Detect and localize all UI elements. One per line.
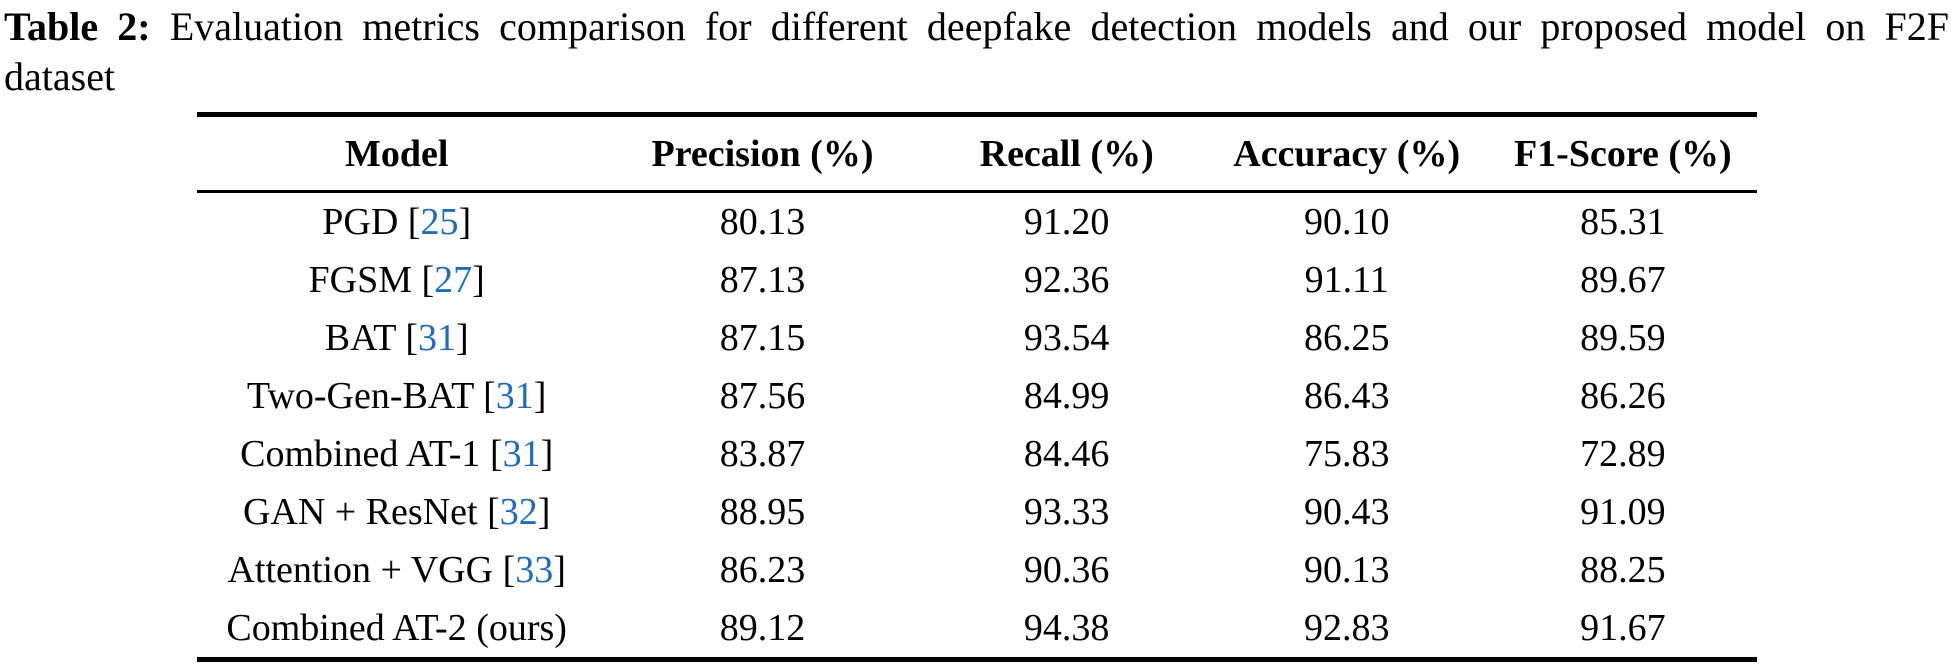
table-row: GAN + ResNet [32] 88.95 93.33 90.43 91.09: [197, 483, 1757, 541]
citation-link[interactable]: 32: [499, 491, 538, 533]
model-cell: PGD [25]: [322, 201, 472, 243]
model-cell: Combined AT-2 (ours): [197, 599, 596, 660]
model-name: FGSM: [308, 259, 413, 301]
recall-cell: 92.36: [1023, 259, 1110, 301]
column-header-f1: F1-Score (%): [1488, 114, 1757, 193]
accuracy-cell: 90.10: [1303, 201, 1390, 243]
column-header-model: Model: [197, 114, 597, 193]
citation-link[interactable]: 31: [502, 433, 541, 475]
table-row: Combined AT-2 (ours) 89.12 94.38 92.83 91.67: [197, 599, 1757, 660]
recall-cell: 93.54: [1023, 317, 1110, 359]
caption-line-1: Table 2: Evaluation metrics comparison f…: [4, 2, 1949, 52]
precision-cell: 87.15: [719, 317, 806, 359]
accuracy-cell: 92.83: [1303, 607, 1390, 649]
precision-cell: 88.95: [719, 491, 806, 533]
column-header-recall: Recall (%): [928, 114, 1205, 193]
f1-score-cell: 86.26: [1580, 375, 1666, 417]
model-cell: Attention + VGG [33]: [227, 549, 566, 591]
f1-score-cell: 89.67: [1580, 259, 1666, 301]
metrics-table: Model Precision (%) Recall (%) Accuracy (%)…: [197, 112, 1757, 662]
citation-link[interactable]: 25: [420, 201, 459, 243]
f1-score-cell: 91.67: [1580, 607, 1666, 649]
citation-link[interactable]: 31: [417, 317, 456, 359]
model-name: Two-Gen-BAT: [246, 375, 474, 417]
table-row: BAT [31] 87.15 93.54 86.25 89.59: [197, 309, 1757, 367]
recall-cell: 94.38: [1023, 607, 1110, 649]
f1-score-cell: 88.25: [1580, 549, 1666, 591]
accuracy-cell: 90.13: [1303, 549, 1390, 591]
recall-cell: 84.46: [1023, 433, 1110, 475]
f1-score-cell: 89.59: [1580, 317, 1666, 359]
precision-cell: 80.13: [719, 201, 806, 243]
table-row: Two-Gen-BAT [31] 87.56 84.99 86.43 86.26: [197, 367, 1757, 425]
recall-cell: 93.33: [1023, 491, 1110, 533]
model-cell: Combined AT-1 [31]: [240, 433, 554, 475]
table-caption: Table 2: Evaluation metrics comparison f…: [0, 0, 1955, 102]
precision-cell: 87.13: [719, 259, 806, 301]
f1-score-cell: 91.09: [1580, 491, 1666, 533]
f1-score-cell: 72.89: [1580, 433, 1666, 475]
accuracy-cell: 86.25: [1303, 317, 1390, 359]
caption-text: Evaluation metrics comparison for differ…: [169, 4, 1950, 49]
accuracy-cell: 86.43: [1303, 375, 1390, 417]
precision-cell: 87.56: [719, 375, 806, 417]
model-cell: BAT [31]: [324, 317, 469, 359]
recall-cell: 91.20: [1023, 201, 1110, 243]
citation-link[interactable]: 27: [434, 259, 473, 301]
header-row: Model Precision (%) Recall (%) Accuracy (%)…: [197, 114, 1757, 193]
precision-cell: 89.12: [719, 607, 806, 649]
model-name: Attention + VGG: [227, 549, 494, 591]
table-row: PGD [25] 80.13 91.20 90.10 85.31: [197, 192, 1757, 252]
precision-cell: 86.23: [719, 549, 806, 591]
table-row: Combined AT-1 [31] 83.87 84.46 75.83 72.89: [197, 425, 1757, 483]
column-header-accuracy: Accuracy (%): [1204, 114, 1489, 193]
model-name: BAT: [324, 317, 396, 359]
table-body: PGD [25] 80.13 91.20 90.10 85.31 FGSM [27] 87.…: [197, 192, 1757, 660]
caption-label: Table 2:: [4, 4, 151, 49]
recall-cell: 90.36: [1023, 549, 1110, 591]
caption-line-2: dataset: [4, 54, 116, 99]
table-header: Model Precision (%) Recall (%) Accuracy (%)…: [197, 114, 1757, 193]
citation-link[interactable]: 33: [515, 549, 554, 591]
precision-cell: 83.87: [719, 433, 806, 475]
table-row: Attention + VGG [33] 86.23 90.36 90.13 88.25: [197, 541, 1757, 599]
table-row: FGSM [27] 87.13 92.36 91.11 89.67: [197, 251, 1757, 309]
model-name: GAN + ResNet: [242, 491, 478, 533]
model-cell: GAN + ResNet [32]: [242, 491, 551, 533]
column-header-precision: Precision (%): [596, 114, 929, 193]
citation-link[interactable]: 31: [495, 375, 534, 417]
f1-score-cell: 85.31: [1580, 201, 1666, 243]
model-cell: Two-Gen-BAT [31]: [246, 375, 547, 417]
recall-cell: 84.99: [1023, 375, 1110, 417]
accuracy-cell: 91.11: [1304, 259, 1389, 301]
accuracy-cell: 90.43: [1303, 491, 1390, 533]
model-name: Combined AT-2 (ours): [226, 607, 567, 649]
model-cell: FGSM [27]: [308, 259, 485, 301]
model-name: Combined AT-1: [240, 433, 481, 475]
accuracy-cell: 75.83: [1303, 433, 1390, 475]
model-name: PGD: [322, 201, 399, 243]
